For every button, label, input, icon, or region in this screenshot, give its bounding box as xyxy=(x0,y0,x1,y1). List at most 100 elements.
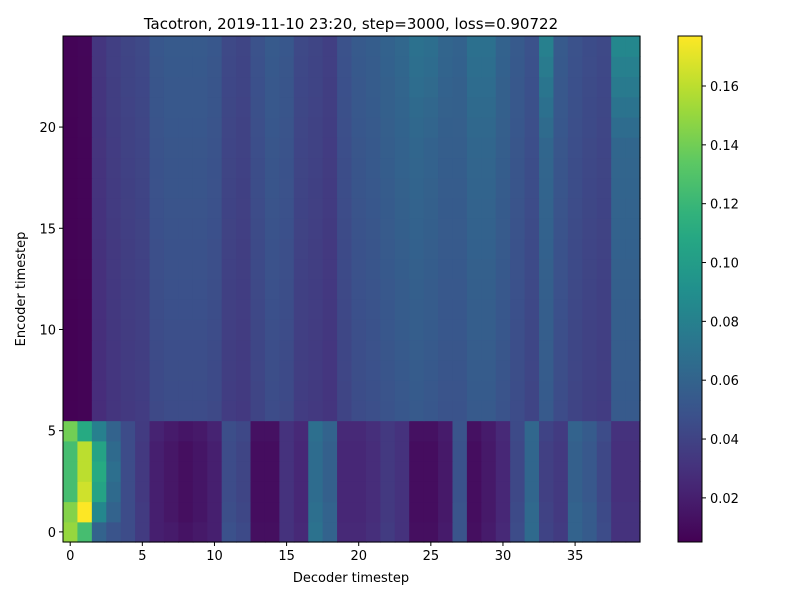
heatmap-cell xyxy=(250,137,266,159)
y-axis: 0 5 10 15 20 xyxy=(39,121,63,541)
heatmap-cell xyxy=(423,501,439,523)
heatmap-cell xyxy=(365,380,381,401)
heatmap-cell xyxy=(567,177,583,199)
heatmap-cell xyxy=(495,116,511,138)
heatmap-cell xyxy=(481,36,497,57)
heatmap-cell xyxy=(106,137,122,159)
heatmap-cell xyxy=(337,461,353,482)
heatmap-cell xyxy=(178,36,194,57)
heatmap-cell xyxy=(293,218,309,239)
heatmap-cell xyxy=(106,481,122,503)
heatmap-cell xyxy=(582,440,598,462)
heatmap-cell xyxy=(149,197,165,219)
heatmap-cell xyxy=(394,36,410,57)
heatmap-cell xyxy=(279,380,295,401)
heatmap-cell xyxy=(236,116,252,138)
heatmap-cell xyxy=(394,197,410,219)
heatmap-cell xyxy=(163,116,180,138)
heatmap-cell xyxy=(380,258,396,280)
heatmap-cell xyxy=(91,501,107,523)
heatmap-cell xyxy=(567,197,583,219)
heatmap-cell xyxy=(221,96,237,118)
heatmap-cell xyxy=(553,278,569,300)
heatmap-cell xyxy=(611,36,627,57)
heatmap-cell xyxy=(510,238,526,260)
heatmap-cell xyxy=(394,258,410,280)
heatmap-cell xyxy=(135,481,151,503)
heatmap-cell xyxy=(438,177,454,199)
heatmap-cell xyxy=(120,238,136,260)
heatmap-cell xyxy=(452,481,468,503)
heatmap-cell xyxy=(394,400,410,422)
heatmap-cell xyxy=(611,278,627,300)
heatmap-cell xyxy=(466,319,482,341)
heatmap-cell xyxy=(322,177,338,199)
heatmap-cell xyxy=(120,157,136,179)
heatmap-cell xyxy=(221,36,237,57)
heatmap-cell xyxy=(135,319,151,341)
heatmap-cell xyxy=(351,116,367,138)
heatmap-cell xyxy=(409,36,425,57)
heatmap-cell xyxy=(380,400,396,422)
heatmap-cell xyxy=(524,501,540,523)
heatmap-cell xyxy=(264,197,280,219)
heatmap-cell xyxy=(524,400,540,422)
heatmap-cell xyxy=(192,299,208,320)
heatmap-cell xyxy=(337,380,353,401)
heatmap-cell xyxy=(279,359,295,381)
heatmap-cell xyxy=(596,420,612,442)
heatmap-cell xyxy=(611,339,627,361)
heatmap-cell xyxy=(567,521,583,543)
heatmap-cell xyxy=(351,56,367,78)
heatmap-cell xyxy=(308,339,324,361)
heatmap-cell xyxy=(77,238,93,260)
heatmap-cell xyxy=(539,36,555,57)
heatmap-cell xyxy=(308,218,324,239)
heatmap-cell xyxy=(423,56,439,78)
y-tick-label: 10 xyxy=(39,323,56,338)
heatmap-cell xyxy=(135,299,151,320)
heatmap-cell xyxy=(192,359,208,381)
heatmap-cell xyxy=(77,76,93,98)
heatmap-cell xyxy=(337,359,353,381)
heatmap-cell xyxy=(250,96,266,118)
heatmap-cell xyxy=(77,197,93,219)
colorbar xyxy=(677,35,703,543)
heatmap-cell xyxy=(409,137,425,159)
heatmap-cell xyxy=(452,238,468,260)
heatmap-cell xyxy=(611,380,627,401)
heatmap-cell xyxy=(611,299,627,320)
heatmap-cell xyxy=(438,501,454,523)
heatmap-cell xyxy=(524,481,540,503)
heatmap-cell xyxy=(567,278,583,300)
heatmap-cell xyxy=(380,197,396,219)
heatmap-cell xyxy=(510,501,526,523)
heatmap-cell xyxy=(553,319,569,341)
heatmap-cell xyxy=(495,137,511,159)
heatmap-cell xyxy=(120,218,136,239)
heatmap-cell xyxy=(394,96,410,118)
heatmap-cell xyxy=(553,258,569,280)
heatmap-cell xyxy=(120,319,136,341)
heatmap-cell xyxy=(308,400,324,422)
heatmap-cell xyxy=(236,359,252,381)
heatmap-cell xyxy=(207,197,223,219)
heatmap-cell xyxy=(207,440,223,462)
heatmap-cell xyxy=(380,319,396,341)
heatmap-cell xyxy=(495,440,511,462)
heatmap-cell xyxy=(481,400,497,422)
heatmap-cell xyxy=(394,380,410,401)
heatmap-cell xyxy=(120,420,136,442)
heatmap-cell xyxy=(567,380,583,401)
heatmap-cell xyxy=(264,76,280,98)
heatmap-cell xyxy=(380,440,396,462)
heatmap-cell xyxy=(279,96,295,118)
heatmap-cell xyxy=(524,56,540,78)
heatmap-cell xyxy=(308,380,324,401)
heatmap-cell xyxy=(380,76,396,98)
heatmap-cell xyxy=(120,36,136,57)
heatmap-cell xyxy=(495,238,511,260)
heatmap-cell xyxy=(250,56,266,78)
heatmap-cell xyxy=(264,521,280,543)
